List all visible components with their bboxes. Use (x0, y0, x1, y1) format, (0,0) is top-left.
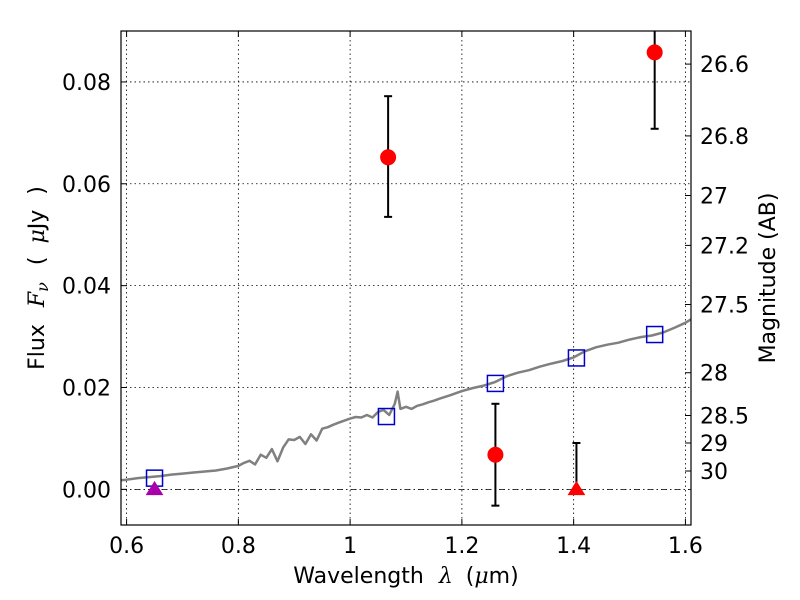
y-tick-label: 0.08 (62, 71, 111, 96)
y-axis-label-symbol: F (25, 291, 50, 308)
y-axis-label-mu: μ (25, 229, 50, 243)
gridlines (121, 31, 691, 525)
plot-frame (120, 30, 692, 526)
model-photometry-square (377, 407, 396, 426)
y-axis-label-close: ) (25, 186, 50, 195)
x-axis-label-mu: μ (474, 564, 488, 589)
ticks: 0.6 0.8 1 1.2 1.4 1.6 0.00 0.02 0.04 0.06 0.08 26.6… (62, 31, 749, 559)
x-axis-label-prefix: Wavelength (293, 564, 424, 589)
x-axis-label-unit: m) (489, 564, 519, 589)
x-tick-label: 0.6 (109, 534, 144, 559)
x-tick-label: 1.2 (444, 534, 479, 559)
x-axis-label-symbol: λ (438, 564, 453, 589)
y-axis-label: Flux Fν ( μJy ) (25, 186, 54, 370)
x-tick-label: 1 (343, 534, 357, 559)
y2-tick-label: 27 (700, 184, 728, 209)
x-tick-label: 0.8 (221, 534, 256, 559)
y-axis-label-prefix: Flux (25, 324, 50, 370)
x-axis-label-open: ( (466, 564, 475, 589)
model-photometry-square (567, 349, 586, 367)
model-photometry-square (486, 374, 505, 393)
y2-tick-label: 30 (700, 460, 728, 485)
y2-tick-label: 26.8 (700, 125, 749, 150)
x-tick-label: 1.4 (556, 534, 591, 559)
y2-tick-label: 26.6 (700, 53, 749, 78)
y2-tick-label: 28 (700, 362, 728, 387)
upper-limit-triangle (145, 480, 164, 496)
y-tick-label: 0.06 (62, 173, 111, 198)
y2-tick-label: 29 (700, 432, 728, 457)
upper-limit-triangle (567, 480, 586, 496)
y2-tick-label: 27.5 (700, 293, 749, 318)
y2-tick-label: 27.2 (700, 234, 749, 259)
model-spectrum-line (121, 318, 691, 482)
y-axis-label-open: ( (25, 257, 50, 266)
observed-flux-point (380, 149, 397, 166)
y-axis-label-unit: Jy (25, 210, 50, 232)
model-photometry-square (645, 325, 664, 344)
data-layer (121, 31, 691, 507)
y-tick-label: 0.04 (62, 275, 111, 300)
y-axis-label-sub: ν (33, 282, 52, 292)
x-axis-label: Wavelength λ (μm) (293, 564, 518, 589)
y-tick-label: 0.00 (62, 478, 111, 503)
y2-axis-label: Magnitude (AB) (756, 193, 781, 364)
y2-tick-label: 28.5 (700, 405, 749, 430)
observed-flux-point (646, 44, 663, 61)
observed-flux-point (487, 446, 504, 463)
x-tick-label: 1.6 (668, 534, 703, 559)
y-tick-label: 0.02 (62, 376, 111, 401)
